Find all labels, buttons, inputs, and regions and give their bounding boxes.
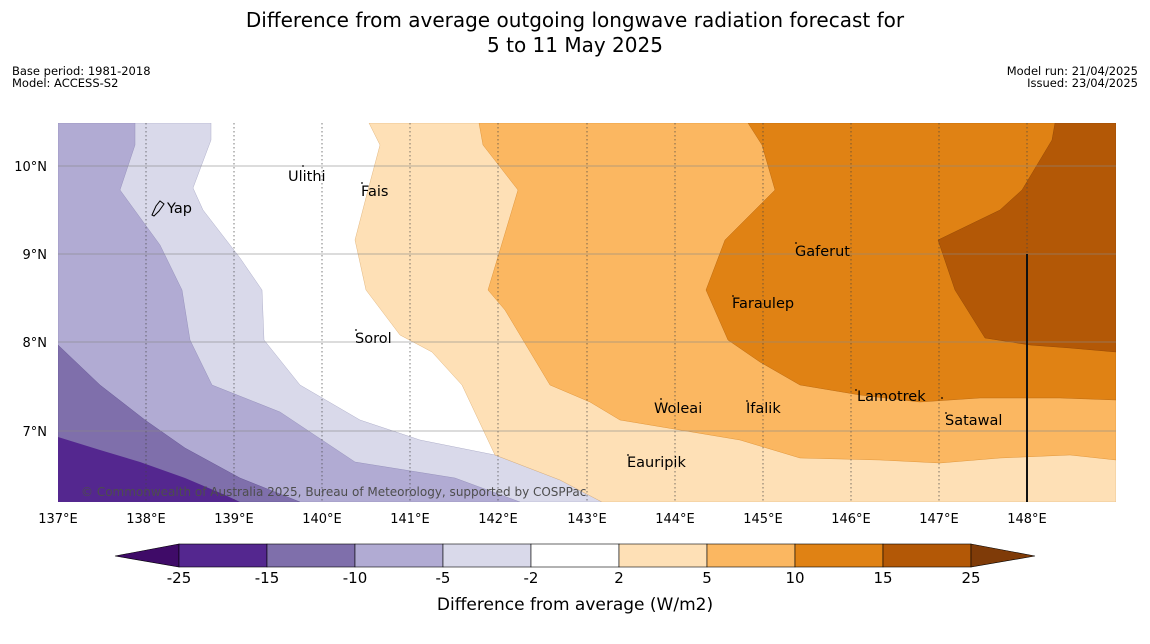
- model-text: Model: ACCESS-S2: [12, 76, 119, 90]
- place-label-woleai: Woleai: [654, 401, 702, 417]
- colorbar-tick: 15: [873, 569, 892, 587]
- place-labels: Ulithi Fais Yap Gaferut Faraulep Sorol L…: [166, 169, 1002, 471]
- colorbar-tick: -25: [167, 569, 192, 587]
- place-label-fais: Fais: [361, 184, 388, 200]
- place-label-faraulep: Faraulep: [732, 296, 794, 312]
- map-title: Difference from average outgoing longwav…: [0, 8, 1150, 58]
- colorbar-extend-low: [114, 543, 180, 568]
- island-dot: [361, 182, 363, 184]
- lon-tick-147: 147°E: [919, 512, 959, 527]
- colorbar-segment-15-25: [882, 543, 972, 568]
- colorbar-tick: 25: [961, 569, 980, 587]
- colorbar-tick: 2: [614, 569, 624, 587]
- meta-right: Model run: 21/04/2025 Issued: 23/04/2025: [1007, 65, 1138, 89]
- map-title-line1: Difference from average outgoing longwav…: [245, 8, 905, 32]
- island-dot: [855, 389, 857, 391]
- colorbar-extend-high: [970, 543, 1036, 568]
- colorbar-tick: -15: [255, 569, 280, 587]
- colorbar-segment-5-10: [706, 543, 796, 568]
- island-dot: [945, 412, 947, 414]
- lon-tick-148: 148°E: [1007, 512, 1047, 527]
- place-label-lamotrek: Lamotrek: [857, 389, 926, 405]
- band-15-25: [937, 123, 1116, 353]
- island-dot: [746, 400, 748, 402]
- lon-tick-137: 137°E: [38, 512, 78, 527]
- model-run-text: Model run: 21/04/2025: [1006, 64, 1138, 78]
- lat-gridlines: [58, 165, 1116, 432]
- island-dot: [355, 329, 357, 331]
- lon-tick-145: 145°E: [743, 512, 783, 527]
- yap-island-shape: [151, 200, 165, 217]
- lon-tick-140: 140°E: [302, 512, 342, 527]
- island-dot: [660, 398, 662, 400]
- lon-tick-139: 139°E: [214, 512, 254, 527]
- place-label-ifalik: Ifalik: [746, 401, 781, 417]
- lon-gridlines: [145, 123, 1028, 502]
- island-dot: [302, 165, 304, 167]
- colorbar-tick: 10: [785, 569, 804, 587]
- anomaly-field: [58, 123, 1116, 502]
- lat-tick-10n: 10°N: [14, 160, 47, 175]
- lon-tick-144: 144°E: [655, 512, 695, 527]
- place-label-sorol: Sorol: [355, 331, 392, 347]
- place-label-ulithi: Ulithi: [288, 169, 326, 185]
- lon-tick-143: 143°E: [567, 512, 607, 527]
- lat-tick-labels: 10°N 9°N 8°N 7°N: [14, 160, 47, 440]
- issued-text: Issued: 23/04/2025: [1027, 76, 1138, 90]
- colorbar-segment-minus10-minus5: [354, 543, 444, 568]
- lon-tick-138: 138°E: [126, 512, 166, 527]
- colorbar-segment-minus5-minus2: [442, 543, 532, 568]
- copyright-text: © Commonwealth of Australia 2025, Bureau…: [81, 485, 586, 499]
- meta-left: Base period: 1981-2018 Model: ACCESS-S2: [12, 65, 151, 89]
- island-dot: [941, 397, 943, 399]
- place-label-gaferut: Gaferut: [795, 244, 850, 260]
- colorbar-ticks: -25 -15 -10 -5 -2 2 5 10 15 25: [167, 569, 981, 587]
- colorbar-tick: 5: [702, 569, 712, 587]
- colorbar-segment-2-5: [618, 543, 708, 568]
- colorbar: [114, 543, 1036, 568]
- colorbar-tick: -5: [436, 569, 451, 587]
- lat-tick-8n: 8°N: [23, 336, 48, 351]
- lon-tick-142: 142°E: [478, 512, 518, 527]
- colorbar-tick: -10: [343, 569, 368, 587]
- place-label-yap: Yap: [166, 201, 192, 217]
- islands: [151, 165, 947, 456]
- lon-tick-141: 141°E: [390, 512, 430, 527]
- colorbar-segment-minus25-minus15: [178, 543, 268, 568]
- place-label-eauripik: Eauripik: [627, 455, 686, 471]
- band-minus10-minus5: [58, 123, 521, 502]
- lat-tick-9n: 9°N: [23, 248, 48, 263]
- base-period-text: Base period: 1981-2018: [12, 64, 151, 78]
- colorbar-segment-10-15: [794, 543, 884, 568]
- island-dot: [795, 242, 797, 244]
- lon-tick-146: 146°E: [831, 512, 871, 527]
- colorbar-segment-minus2-2: [530, 543, 620, 568]
- lat-tick-7n: 7°N: [23, 425, 48, 440]
- place-label-satawal: Satawal: [945, 413, 1002, 429]
- island-dot: [732, 295, 734, 297]
- map-title-line2: 5 to 11 May 2025: [487, 33, 663, 57]
- colorbar-label: Difference from average (W/m2): [437, 595, 713, 615]
- band-minus25-minus15: [58, 437, 240, 502]
- colorbar-segment-minus15-minus10: [266, 543, 356, 568]
- lon-tick-labels: 137°E 138°E 139°E 140°E 141°E 142°E 143°…: [38, 512, 1047, 527]
- island-dot: [627, 454, 629, 456]
- colorbar-tick: -2: [524, 569, 539, 587]
